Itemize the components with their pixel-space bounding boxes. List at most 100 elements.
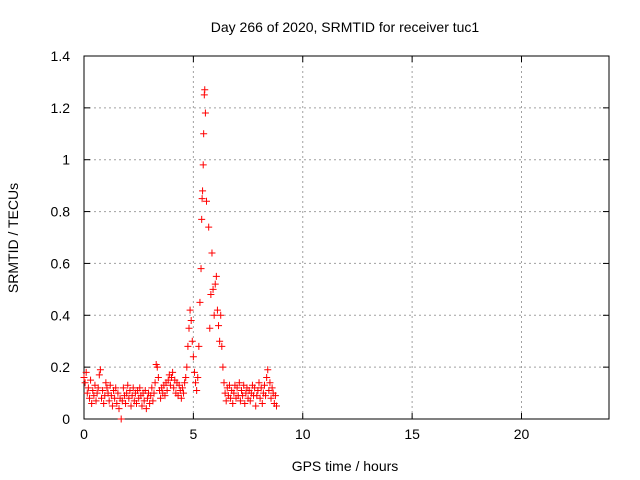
data-point	[149, 397, 157, 405]
data-point	[194, 374, 202, 382]
data-point	[142, 405, 150, 413]
data-point	[218, 342, 226, 350]
data-point	[180, 389, 188, 397]
data-point	[190, 368, 198, 376]
data-point	[212, 272, 220, 280]
data-point	[235, 379, 243, 387]
data-point	[256, 394, 264, 402]
data-point	[258, 399, 266, 407]
data-point	[192, 379, 200, 387]
data-point	[150, 389, 158, 397]
data-point	[215, 322, 223, 330]
data-point	[238, 386, 245, 394]
data-point	[206, 324, 214, 332]
x-tick-label: 5	[189, 426, 197, 442]
data-series	[80, 86, 280, 423]
data-point	[203, 197, 210, 205]
data-point	[193, 386, 201, 394]
data-point	[105, 397, 113, 405]
y-tick-label: 0.4	[51, 307, 71, 323]
data-point	[169, 368, 177, 376]
data-point	[177, 394, 185, 402]
data-point	[124, 381, 132, 389]
data-point	[241, 399, 249, 407]
data-point	[122, 399, 130, 407]
data-point	[89, 386, 97, 394]
data-point	[211, 280, 219, 288]
data-point	[127, 402, 135, 410]
data-point	[195, 342, 203, 350]
data-point	[183, 363, 191, 371]
data-point	[199, 187, 207, 195]
data-point	[114, 389, 122, 397]
data-point	[115, 405, 123, 413]
data-point	[264, 366, 272, 374]
data-point	[198, 195, 206, 203]
data-point	[205, 223, 213, 231]
chart-title: Day 266 of 2020, SRMTID for receiver tuc…	[211, 19, 480, 35]
data-point	[260, 381, 268, 389]
data-point	[80, 374, 88, 382]
data-point	[119, 384, 127, 392]
data-point	[83, 389, 91, 397]
tick-labels: 0 5 10 15 20 0 0.2 0.4 0.6 0.8 1 1.2 1.4	[51, 48, 530, 442]
y-axis-label: SRMTID / TECUs	[5, 183, 21, 293]
data-point	[208, 249, 216, 257]
data-point	[94, 384, 102, 392]
data-point	[185, 324, 193, 332]
data-point	[84, 384, 92, 392]
data-point	[93, 389, 101, 397]
data-point	[112, 384, 120, 392]
data-point	[201, 109, 209, 117]
data-point	[273, 402, 280, 410]
data-point	[182, 374, 190, 382]
y-tick-label: 1.2	[51, 100, 71, 116]
data-point	[222, 397, 230, 405]
data-point	[88, 399, 96, 407]
data-point	[230, 389, 238, 397]
data-point	[187, 316, 195, 324]
plot-frame	[83, 55, 610, 420]
data-point	[197, 265, 205, 273]
axis-ticks	[83, 55, 609, 420]
data-point	[108, 402, 116, 410]
data-point	[151, 379, 159, 387]
data-point	[201, 86, 209, 94]
data-point	[210, 311, 218, 319]
data-point	[267, 394, 275, 402]
data-point	[106, 381, 114, 389]
data-point	[188, 337, 196, 345]
data-point	[255, 379, 263, 387]
y-tick-label: 0	[62, 411, 70, 427]
data-point	[268, 384, 276, 392]
data-point	[213, 306, 221, 314]
data-point	[199, 161, 207, 169]
data-point	[87, 376, 95, 384]
data-point	[263, 374, 271, 382]
data-point	[271, 392, 279, 400]
data-point	[186, 306, 194, 314]
data-point	[178, 384, 186, 392]
x-tick-label: 15	[404, 426, 420, 442]
data-point	[246, 397, 254, 405]
data-point	[148, 384, 156, 392]
data-point	[157, 394, 165, 402]
data-point	[229, 399, 237, 407]
data-point	[200, 130, 208, 138]
grid-lines	[84, 56, 609, 419]
data-point	[85, 394, 93, 402]
data-point	[129, 384, 137, 392]
x-axis-label: GPS time / hours	[292, 458, 399, 474]
data-point	[96, 366, 104, 374]
data-point	[220, 379, 228, 387]
data-point	[184, 342, 192, 350]
data-point	[170, 384, 178, 392]
data-point	[189, 353, 197, 361]
data-point	[198, 215, 206, 223]
x-tick-label: 20	[514, 426, 530, 442]
data-point	[136, 384, 144, 392]
data-point	[82, 368, 90, 376]
x-tick-label: 10	[295, 426, 311, 442]
data-point	[92, 397, 100, 405]
